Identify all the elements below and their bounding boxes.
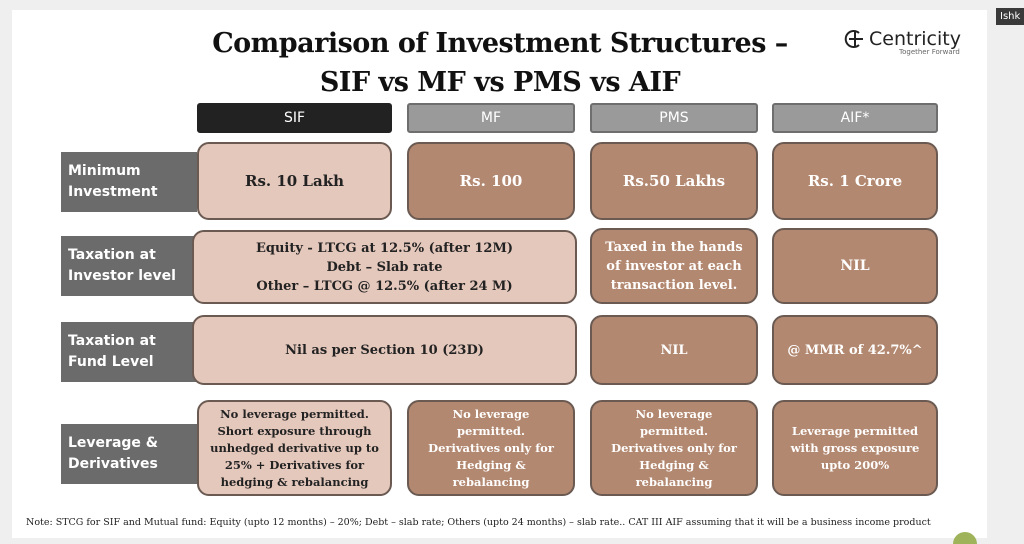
page-subtitle: SIF vs MF vs PMS vs AIF <box>319 67 681 98</box>
cell-text: @ MMR of 42.7%^ <box>787 342 923 358</box>
cell-text: Rs. 100 <box>459 172 523 190</box>
column-header-aif: AIF* <box>772 103 938 133</box>
column-header-mf: MF <box>407 103 575 133</box>
cell-text: Taxed in the hands of investor at each t… <box>605 239 743 293</box>
brand-logo: Centricity Together Forward <box>843 28 983 56</box>
row-label-text: Minimum Investment <box>68 163 158 200</box>
column-header-pms: PMS <box>590 103 758 133</box>
cell-text: Rs. 1 Crore <box>807 172 903 190</box>
cell-text: Rs. 10 Lakh <box>244 172 345 190</box>
column-header-sif: SIF <box>197 103 392 133</box>
centricity-logo-icon <box>844 30 863 48</box>
cell-sif-leverage: No leverage permitted. Short exposure th… <box>197 400 392 496</box>
cell-text: Rs.50 Lakhs <box>622 172 726 190</box>
brand-name: Centricity <box>869 28 961 50</box>
cell-sif-min-investment: Rs. 10 Lakh <box>197 142 392 220</box>
cell-text: Nil as per Section 10 (23D) <box>285 342 484 358</box>
cell-sif-mf-taxation-investor: Equity - LTCG at 12.5% (after 12M) Debt … <box>192 230 577 304</box>
cell-pms-leverage: No leverage permitted. Derivatives only … <box>590 400 758 496</box>
cell-aif-leverage: Leverage permitted with gross exposure u… <box>772 400 938 496</box>
brand-tagline: Together Forward <box>899 48 960 56</box>
cell-mf-min-investment: Rs. 100 <box>407 142 575 220</box>
participant-name: Ishk <box>1000 11 1021 22</box>
row-label-taxation-fund: Taxation at Fund Level <box>61 322 197 382</box>
cell-pms-min-investment: Rs.50 Lakhs <box>590 142 758 220</box>
cell-aif-taxation-investor: NIL <box>772 228 938 304</box>
cell-text: Equity - LTCG at 12.5% (after 12M) Debt … <box>255 240 514 294</box>
cell-pms-taxation-investor: Taxed in the hands of investor at each t… <box>590 228 758 304</box>
cell-text: No leverage permitted. Derivatives only … <box>428 406 554 489</box>
row-label-leverage: Leverage & Derivatives <box>61 424 197 484</box>
cell-text: NIL <box>660 342 688 358</box>
row-label-text: Taxation at Investor level <box>68 247 176 284</box>
footnote: Note: STCG for SIF and Mutual fund: Equi… <box>26 517 931 528</box>
cell-text: Leverage permitted with gross exposure u… <box>790 423 920 472</box>
cell-mf-leverage: No leverage permitted. Derivatives only … <box>407 400 575 496</box>
cell-aif-taxation-fund: @ MMR of 42.7%^ <box>772 315 938 385</box>
page-title: Comparison of Investment Structures – <box>212 28 788 59</box>
row-label-text: Leverage & Derivatives <box>68 435 158 472</box>
row-label-text: Taxation at Fund Level <box>68 333 156 370</box>
cell-text: NIL <box>840 258 870 274</box>
cell-text: No leverage permitted. Short exposure th… <box>210 406 379 489</box>
cell-aif-min-investment: Rs. 1 Crore <box>772 142 938 220</box>
cell-text: No leverage permitted. Derivatives only … <box>611 406 737 489</box>
row-label-taxation-investor: Taxation at Investor level <box>61 236 197 296</box>
participant-label[interactable]: Ishk <box>996 8 1024 25</box>
cell-pms-taxation-fund: NIL <box>590 315 758 385</box>
cell-sif-mf-taxation-fund: Nil as per Section 10 (23D) <box>192 315 577 385</box>
row-label-minimum-investment: Minimum Investment <box>61 152 197 212</box>
